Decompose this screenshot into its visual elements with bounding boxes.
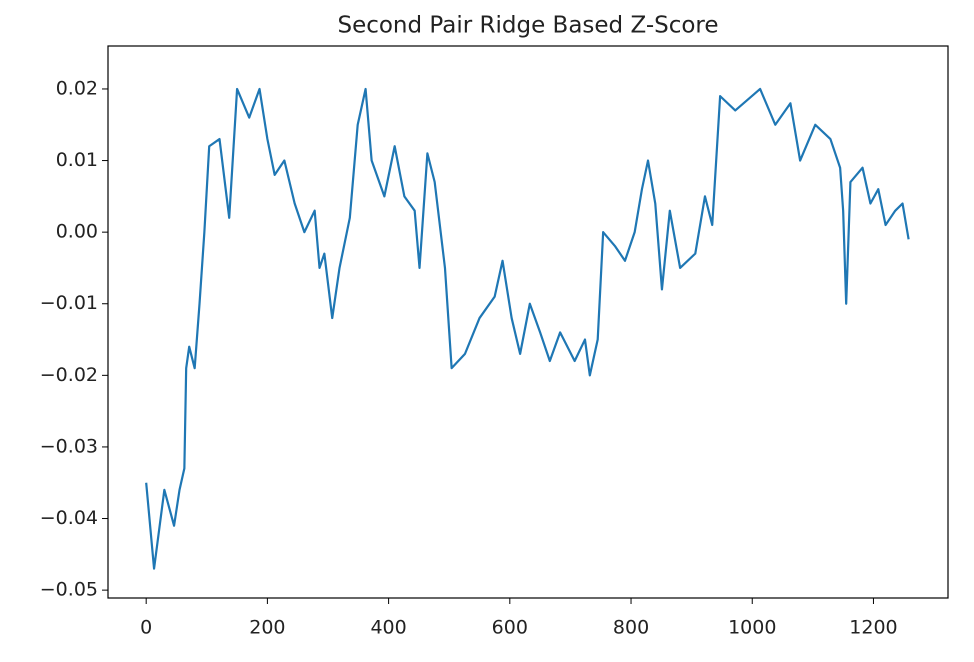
data-line (145, 87, 910, 570)
x-tick-label: 800 (613, 617, 649, 639)
y-tick-label: 0.01 (56, 149, 98, 171)
y-tick-label: −0.03 (40, 435, 98, 457)
x-tick-label: 600 (492, 617, 528, 639)
plot-frame (107, 45, 949, 599)
x-tick-label: 1000 (728, 617, 776, 639)
y-tick-label: 0.00 (56, 221, 98, 243)
y-tick-label: −0.01 (40, 292, 98, 314)
x-tick-label: 0 (140, 617, 152, 639)
x-tick-label: 400 (370, 617, 406, 639)
x-tick-label: 1200 (849, 617, 897, 639)
y-tick-label: −0.02 (40, 364, 98, 386)
x-tick-label: 200 (249, 617, 285, 639)
y-tick-label: 0.02 (56, 77, 98, 99)
y-tick-label: −0.04 (40, 507, 98, 529)
chart-title: Second Pair Ridge Based Z-Score (337, 13, 718, 39)
y-tick-label: −0.05 (40, 579, 98, 601)
